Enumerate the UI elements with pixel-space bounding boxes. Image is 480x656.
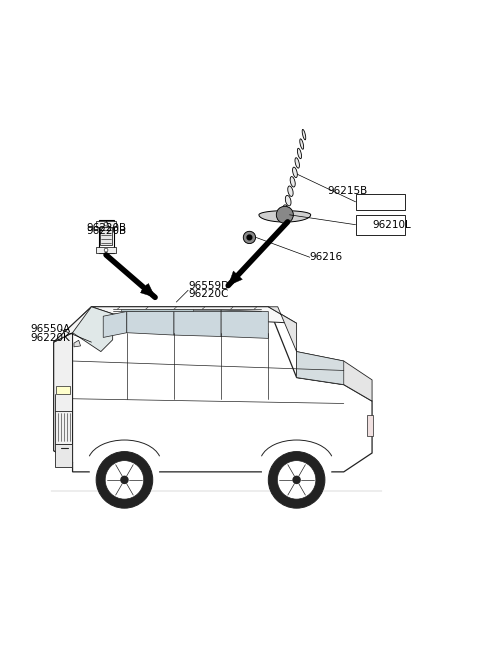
Polygon shape xyxy=(54,307,372,472)
Polygon shape xyxy=(54,307,113,342)
Ellipse shape xyxy=(290,176,295,187)
Ellipse shape xyxy=(300,139,304,150)
Circle shape xyxy=(96,451,153,508)
Polygon shape xyxy=(261,462,332,485)
Ellipse shape xyxy=(283,205,289,215)
Polygon shape xyxy=(259,211,311,222)
Text: 96220C: 96220C xyxy=(188,289,228,299)
Circle shape xyxy=(243,232,255,243)
Polygon shape xyxy=(55,443,72,467)
Polygon shape xyxy=(100,225,112,245)
Polygon shape xyxy=(103,312,127,337)
Text: 96559D: 96559D xyxy=(188,281,229,291)
Ellipse shape xyxy=(295,157,300,168)
Circle shape xyxy=(276,206,293,223)
Polygon shape xyxy=(221,310,268,338)
Polygon shape xyxy=(127,310,174,335)
Circle shape xyxy=(105,461,144,499)
Polygon shape xyxy=(72,307,113,352)
Circle shape xyxy=(277,461,316,499)
Circle shape xyxy=(292,476,301,484)
Text: 96220B: 96220B xyxy=(87,226,127,236)
Polygon shape xyxy=(268,307,372,401)
Polygon shape xyxy=(174,310,221,337)
Bar xyxy=(367,415,373,436)
Text: 96550A: 96550A xyxy=(30,325,70,335)
Polygon shape xyxy=(54,333,72,462)
Ellipse shape xyxy=(298,148,301,159)
Text: 96215B: 96215B xyxy=(327,186,368,196)
Text: 96216: 96216 xyxy=(310,253,343,262)
Circle shape xyxy=(104,222,108,226)
Ellipse shape xyxy=(288,186,293,196)
Ellipse shape xyxy=(302,129,306,140)
Text: 96220B: 96220B xyxy=(87,223,127,234)
Polygon shape xyxy=(297,352,344,384)
Ellipse shape xyxy=(285,195,291,206)
Ellipse shape xyxy=(293,167,297,178)
Polygon shape xyxy=(89,462,160,485)
Circle shape xyxy=(104,248,108,252)
Polygon shape xyxy=(140,283,155,297)
Polygon shape xyxy=(91,307,297,323)
Text: 96210L: 96210L xyxy=(372,220,411,230)
Text: 96220K: 96220K xyxy=(30,333,70,343)
Polygon shape xyxy=(228,271,242,285)
Circle shape xyxy=(247,235,252,240)
Bar xyxy=(96,221,117,227)
Circle shape xyxy=(268,451,325,508)
Polygon shape xyxy=(98,220,114,253)
Polygon shape xyxy=(74,340,81,347)
Circle shape xyxy=(120,476,129,484)
Polygon shape xyxy=(121,309,193,312)
Bar xyxy=(96,247,117,253)
Bar xyxy=(56,386,70,394)
